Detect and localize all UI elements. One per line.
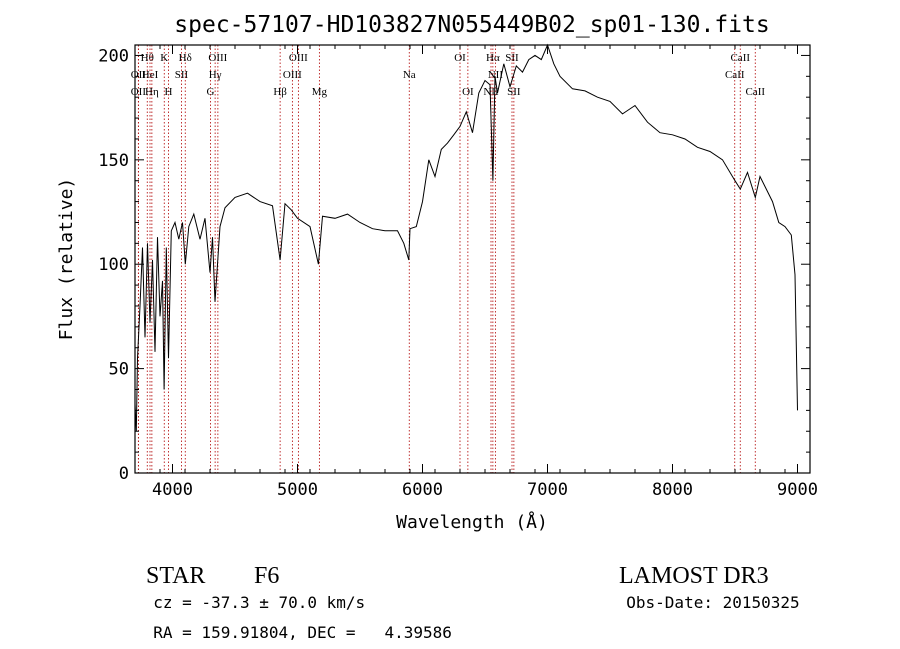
line-label-8: Hδ <box>179 52 192 64</box>
x-tick-label-4: 8000 <box>652 480 693 500</box>
line-label-10: Hγ <box>209 69 222 81</box>
x-tick-label-3: 7000 <box>527 480 568 500</box>
line-label-15: Mg <box>312 86 328 98</box>
line-label-9: G <box>207 86 215 98</box>
line-label-24: CaII <box>725 69 745 81</box>
line-label-21: NII <box>488 69 504 81</box>
x-tick-label-0: 4000 <box>152 480 193 500</box>
observation-date: Obs-Date: 20150325 <box>626 593 800 612</box>
y-tick-label-4: 200 <box>98 46 129 66</box>
y-axis-label: Flux (relative) <box>56 178 77 341</box>
line-label-2: Hθ <box>141 52 154 64</box>
spectrum-series-line <box>134 43 798 432</box>
line-label-7: SII <box>175 69 189 81</box>
line-label-12: Hβ <box>273 86 287 98</box>
line-label-13: OIII <box>283 69 302 81</box>
line-label-18: OI <box>462 86 474 98</box>
survey-name: LAMOST DR3 <box>619 563 769 589</box>
y-tick-label-1: 50 <box>109 360 129 380</box>
object-class: STAR <box>146 563 206 589</box>
line-label-5: K <box>160 52 168 64</box>
line-label-20: Hα <box>486 52 500 64</box>
line-label-14: OIII <box>289 52 308 64</box>
line-label-1: OII <box>131 86 147 98</box>
line-label-22: SII <box>505 52 519 64</box>
x-tick-label-2: 6000 <box>402 480 443 500</box>
chart-title: spec-57107-HD103827N055449B02_sp01-130.f… <box>174 12 769 38</box>
line-label-23: SII <box>507 86 521 98</box>
line-label-3: HeI <box>142 69 159 81</box>
x-tick-label-1: 5000 <box>277 480 318 500</box>
line-label-6: H <box>165 86 173 98</box>
x-tick-label-5: 9000 <box>777 480 818 500</box>
y-tick-label-3: 150 <box>98 151 129 171</box>
coordinates: RA = 159.91804, DEC = 4.39586 <box>153 623 452 642</box>
plot-frame <box>134 44 811 474</box>
line-label-11: OIII <box>208 52 227 64</box>
line-label-4: Hη <box>145 86 159 98</box>
y-tick-label-0: 0 <box>119 464 129 484</box>
y-tick-label-2: 100 <box>98 255 129 275</box>
line-label-25: CaII <box>730 52 750 64</box>
redshift-cz: cz = -37.3 ± 70.0 km/s <box>153 593 366 612</box>
line-label-26: CaII <box>745 86 765 98</box>
line-label-17: OI <box>454 52 466 64</box>
line-label-16: Na <box>403 69 416 81</box>
x-axis-label: Wavelength (Å) <box>396 511 548 533</box>
object-subclass: F6 <box>254 563 280 589</box>
